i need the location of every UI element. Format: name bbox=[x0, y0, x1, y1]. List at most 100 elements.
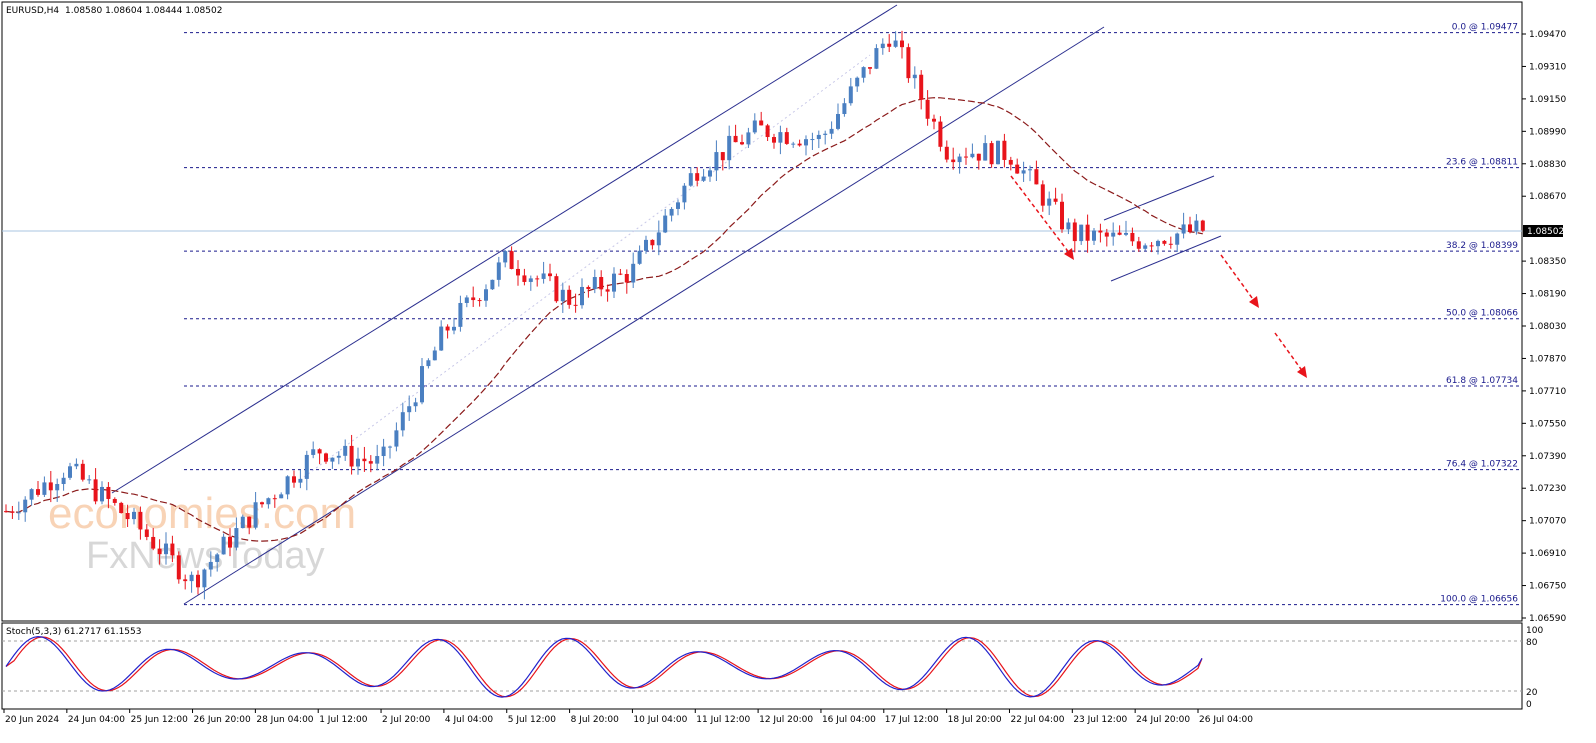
candle-body bbox=[445, 326, 450, 331]
candle-body bbox=[432, 350, 437, 361]
candle-body bbox=[880, 43, 885, 49]
candle-body bbox=[272, 498, 277, 500]
candle-body bbox=[816, 134, 821, 140]
candle-body bbox=[48, 482, 53, 491]
candle-body bbox=[842, 103, 847, 114]
candle-body bbox=[957, 156, 962, 163]
stoch-plot-frame bbox=[1, 622, 1523, 710]
candle-body bbox=[580, 286, 584, 306]
time-tick-label: 5 Jul 12:00 bbox=[508, 715, 557, 725]
price-tick-label: 1.09150 bbox=[1529, 95, 1566, 105]
candlesticks bbox=[4, 30, 1205, 600]
candle-body bbox=[592, 277, 597, 290]
candle-body bbox=[68, 466, 72, 478]
candle-body bbox=[132, 511, 136, 520]
candle-body bbox=[240, 516, 245, 529]
candle-body bbox=[368, 461, 373, 464]
candle-body bbox=[599, 277, 604, 290]
candle-body bbox=[388, 446, 392, 448]
candle-body bbox=[1124, 232, 1128, 235]
time-tick-label: 24 Jul 20:00 bbox=[1136, 715, 1190, 725]
candle-body bbox=[797, 143, 802, 146]
candle-body bbox=[970, 153, 975, 158]
candle-body bbox=[1092, 230, 1096, 241]
price-tick-label: 1.07550 bbox=[1529, 419, 1566, 429]
watermark-line1: economies.com bbox=[48, 489, 356, 538]
candle-body bbox=[375, 456, 380, 464]
symbol-label: EURUSD,H4 bbox=[6, 6, 59, 16]
candle-body bbox=[861, 67, 866, 78]
bearish-flag bbox=[1103, 175, 1222, 282]
candle-body bbox=[656, 232, 661, 246]
candle-body bbox=[695, 173, 700, 181]
candle-body bbox=[106, 486, 111, 499]
candle-body bbox=[144, 529, 149, 537]
candle-body bbox=[554, 276, 559, 302]
candle-body bbox=[752, 120, 757, 133]
candle-body bbox=[1117, 232, 1122, 235]
candle-body bbox=[16, 512, 21, 514]
time-tick-label: 4 Jul 04:00 bbox=[445, 715, 494, 725]
candle-body bbox=[772, 137, 776, 143]
candle-body bbox=[733, 135, 738, 143]
candle-body bbox=[23, 499, 28, 513]
candle-body bbox=[874, 48, 879, 69]
candle-body bbox=[784, 132, 789, 144]
channel-upper-line bbox=[111, 4, 898, 494]
candle-body bbox=[42, 482, 47, 495]
ohlc-label: 1.08580 1.08604 1.08444 1.08502 bbox=[65, 6, 222, 16]
candle-body bbox=[810, 139, 815, 141]
candle-body bbox=[618, 273, 623, 275]
price-tick-label: 1.08030 bbox=[1529, 322, 1566, 332]
candle-body bbox=[464, 297, 469, 303]
candle-body bbox=[304, 454, 309, 479]
price-tick-label: 1.09310 bbox=[1529, 62, 1566, 72]
candle-body bbox=[1130, 232, 1135, 242]
candle-body bbox=[509, 251, 514, 269]
stoch-signal-line bbox=[5, 636, 1203, 698]
candle-body bbox=[1047, 198, 1052, 206]
candle-body bbox=[586, 286, 591, 290]
stoch-axis: 100 80 20 0 bbox=[1526, 626, 1543, 710]
candle-body bbox=[343, 445, 348, 456]
time-tick-label: 12 Jul 20:00 bbox=[759, 715, 813, 725]
candle-body bbox=[74, 463, 79, 467]
candle-body bbox=[1149, 245, 1154, 247]
candle-body bbox=[624, 273, 629, 283]
candle-body bbox=[855, 77, 860, 87]
arrow-down-2 bbox=[1220, 254, 1259, 308]
candle-body bbox=[407, 406, 412, 413]
candle-body bbox=[682, 185, 687, 203]
main-plot-frame bbox=[1, 1, 1523, 622]
candle-body bbox=[4, 511, 8, 513]
candle-body bbox=[285, 476, 290, 495]
stoch-axis-20: 20 bbox=[1526, 688, 1538, 698]
candle-body bbox=[202, 569, 207, 588]
candle-body bbox=[1168, 243, 1173, 245]
flag-lower-line bbox=[1110, 235, 1222, 282]
price-tick-label: 1.06910 bbox=[1529, 549, 1566, 559]
candle-body bbox=[932, 118, 936, 122]
stoch-axis-100: 100 bbox=[1526, 626, 1543, 636]
price-tick-label: 1.06750 bbox=[1529, 582, 1566, 592]
candle-body bbox=[848, 86, 853, 104]
candle-body bbox=[778, 132, 783, 143]
candle-body bbox=[925, 99, 930, 119]
candle-body bbox=[688, 173, 693, 186]
time-axis: 20 Jun 2024 24 Jun 04:00 25 Jun 12:00 26 Ju… bbox=[3, 709, 1253, 725]
price-tick-label: 1.08670 bbox=[1529, 192, 1566, 202]
time-tick-label: 18 Jul 20:00 bbox=[948, 715, 1002, 725]
candle-body bbox=[311, 449, 316, 455]
projection-arrows bbox=[1010, 175, 1307, 378]
candle-body bbox=[317, 449, 322, 454]
candle-body bbox=[55, 484, 60, 491]
candle-body bbox=[247, 516, 252, 528]
candle-body bbox=[1181, 224, 1186, 234]
candle-body bbox=[336, 455, 341, 458]
candle-body bbox=[1098, 230, 1103, 233]
candle-body bbox=[1028, 169, 1032, 171]
price-tick-label: 1.09470 bbox=[1529, 30, 1566, 40]
candle-body bbox=[1015, 164, 1020, 174]
candle-body bbox=[944, 146, 949, 160]
candle-body bbox=[701, 176, 706, 181]
